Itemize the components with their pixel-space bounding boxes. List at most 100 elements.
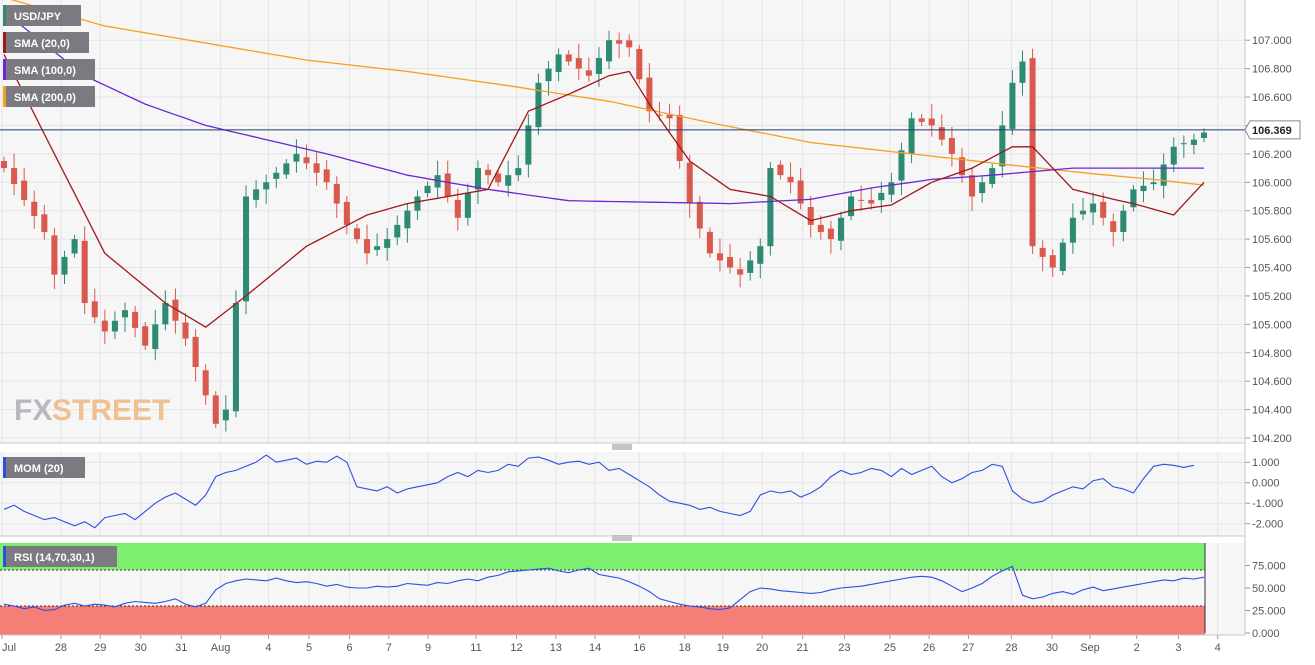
- indicator-lines: [0, 0, 1245, 612]
- candle-body: [848, 196, 855, 217]
- candle-body: [404, 210, 411, 229]
- price-y-tick-label: 104.600: [1252, 376, 1292, 388]
- candle-body: [1079, 210, 1087, 215]
- candle-body: [424, 185, 431, 194]
- rsi-zones: [0, 543, 1206, 635]
- mom-y-tick-label: -1.000: [1252, 498, 1283, 510]
- price-y-tick-label: 104.200: [1252, 433, 1292, 445]
- sma100-line: [3, 11, 1204, 205]
- right-axis-bg: [1245, 0, 1315, 660]
- candle-body: [535, 82, 542, 128]
- panel-resize-handle-2[interactable]: [612, 535, 632, 541]
- candle-body: [263, 182, 270, 190]
- x-tick-label: 13: [550, 642, 562, 654]
- mom-y-tick-label: 1.000: [1252, 457, 1280, 469]
- x-tick-label: 11: [470, 642, 481, 654]
- price-y-tick-label: 105.200: [1252, 291, 1292, 303]
- candle-body: [1110, 221, 1117, 232]
- rsi-y-tick-label: 25.000: [1252, 606, 1286, 618]
- legend-sma200[interactable]: SMA (200,0): [3, 86, 95, 107]
- candle-body: [1049, 255, 1056, 268]
- candle-body: [575, 58, 582, 69]
- x-tick-label: 26: [923, 642, 935, 654]
- candle-body: [364, 239, 371, 254]
- candle-body: [676, 114, 683, 161]
- candle-body: [827, 228, 834, 240]
- x-tick-label: 31: [175, 642, 187, 654]
- x-tick-label: 14: [589, 642, 601, 654]
- candle-body: [898, 150, 905, 181]
- current-price-badge: 106.369: [1244, 120, 1301, 140]
- candle-body: [747, 260, 754, 273]
- x-tick-label: 7: [386, 642, 392, 654]
- rsi-oversold-zone: [0, 606, 1205, 635]
- legend-rsi-label: RSI (14,70,30,1): [14, 552, 95, 564]
- x-tick-label: 23: [838, 642, 850, 654]
- x-tick-label: 30: [1046, 642, 1058, 654]
- candle-body: [1200, 132, 1208, 138]
- x-tick-label: 3: [1175, 642, 1181, 654]
- candle-body: [464, 192, 471, 218]
- candle-body: [918, 118, 925, 122]
- candle-body: [273, 172, 280, 179]
- candle-body: [545, 68, 552, 82]
- price-y-tick-label: 104.800: [1252, 348, 1292, 360]
- candle-body: [636, 49, 643, 80]
- x-tick-label: 9: [425, 642, 431, 654]
- candle-body: [1120, 210, 1127, 232]
- legend-mom[interactable]: MOM (20): [3, 457, 85, 478]
- candle-body: [293, 153, 300, 162]
- candle-body: [212, 395, 219, 424]
- x-tick-label: 28: [55, 642, 67, 654]
- candle-body: [686, 162, 693, 204]
- candle-body: [242, 196, 250, 302]
- x-tick-label: 27: [962, 642, 974, 654]
- candle-body: [384, 239, 391, 248]
- fxstreet-watermark: FX STREET: [14, 394, 170, 427]
- candle-body: [343, 201, 350, 225]
- grid: [0, 0, 1245, 635]
- candle-body: [515, 168, 522, 176]
- candle-body: [807, 206, 814, 225]
- candle-body: [888, 182, 895, 195]
- x-tick-label: 6: [346, 642, 352, 654]
- panel-resize-handle-1[interactable]: [612, 444, 632, 450]
- candle-body: [1140, 185, 1147, 192]
- candle-body: [323, 169, 330, 183]
- candles: [0, 30, 1208, 432]
- candle-body: [1029, 58, 1036, 247]
- candle-body: [31, 201, 38, 217]
- candle-body: [394, 224, 401, 238]
- candle-body: [525, 125, 532, 165]
- x-tick-label: 5: [306, 642, 312, 654]
- candle-body: [444, 173, 451, 197]
- candle-body: [485, 169, 492, 176]
- candle-body: [474, 168, 481, 190]
- legend-rsi[interactable]: RSI (14,70,30,1): [3, 546, 117, 567]
- x-tick-label: 19: [717, 642, 729, 654]
- x-tick-label: Jul: [2, 642, 16, 654]
- legend-symbol[interactable]: USD/JPY: [3, 5, 81, 26]
- candle-body: [182, 322, 189, 339]
- x-tick-label: 28: [1005, 642, 1017, 654]
- candle-body: [727, 257, 734, 268]
- candle-body: [989, 168, 996, 184]
- candle-body: [303, 157, 310, 164]
- rsi-y-tick-label: 75.000: [1252, 561, 1286, 573]
- candle-body: [938, 127, 945, 140]
- candle-body: [353, 228, 360, 240]
- candle-body: [696, 201, 703, 229]
- candle-body: [767, 168, 774, 247]
- candle-body: [1180, 143, 1187, 145]
- candle-body: [585, 70, 592, 76]
- candle-body: [192, 336, 199, 367]
- current-price-badge-shape: [1244, 120, 1301, 140]
- candle-body: [777, 164, 784, 176]
- watermark-fx: FX: [14, 394, 52, 427]
- x-tick-label: Aug: [211, 642, 231, 654]
- candle-body: [948, 137, 955, 154]
- legend-sma20[interactable]: SMA (20,0): [3, 32, 89, 53]
- legend-sma100[interactable]: SMA (100,0): [3, 59, 95, 80]
- x-tick-label: 30: [135, 642, 147, 654]
- price-y-tick-label: 106.200: [1252, 149, 1292, 161]
